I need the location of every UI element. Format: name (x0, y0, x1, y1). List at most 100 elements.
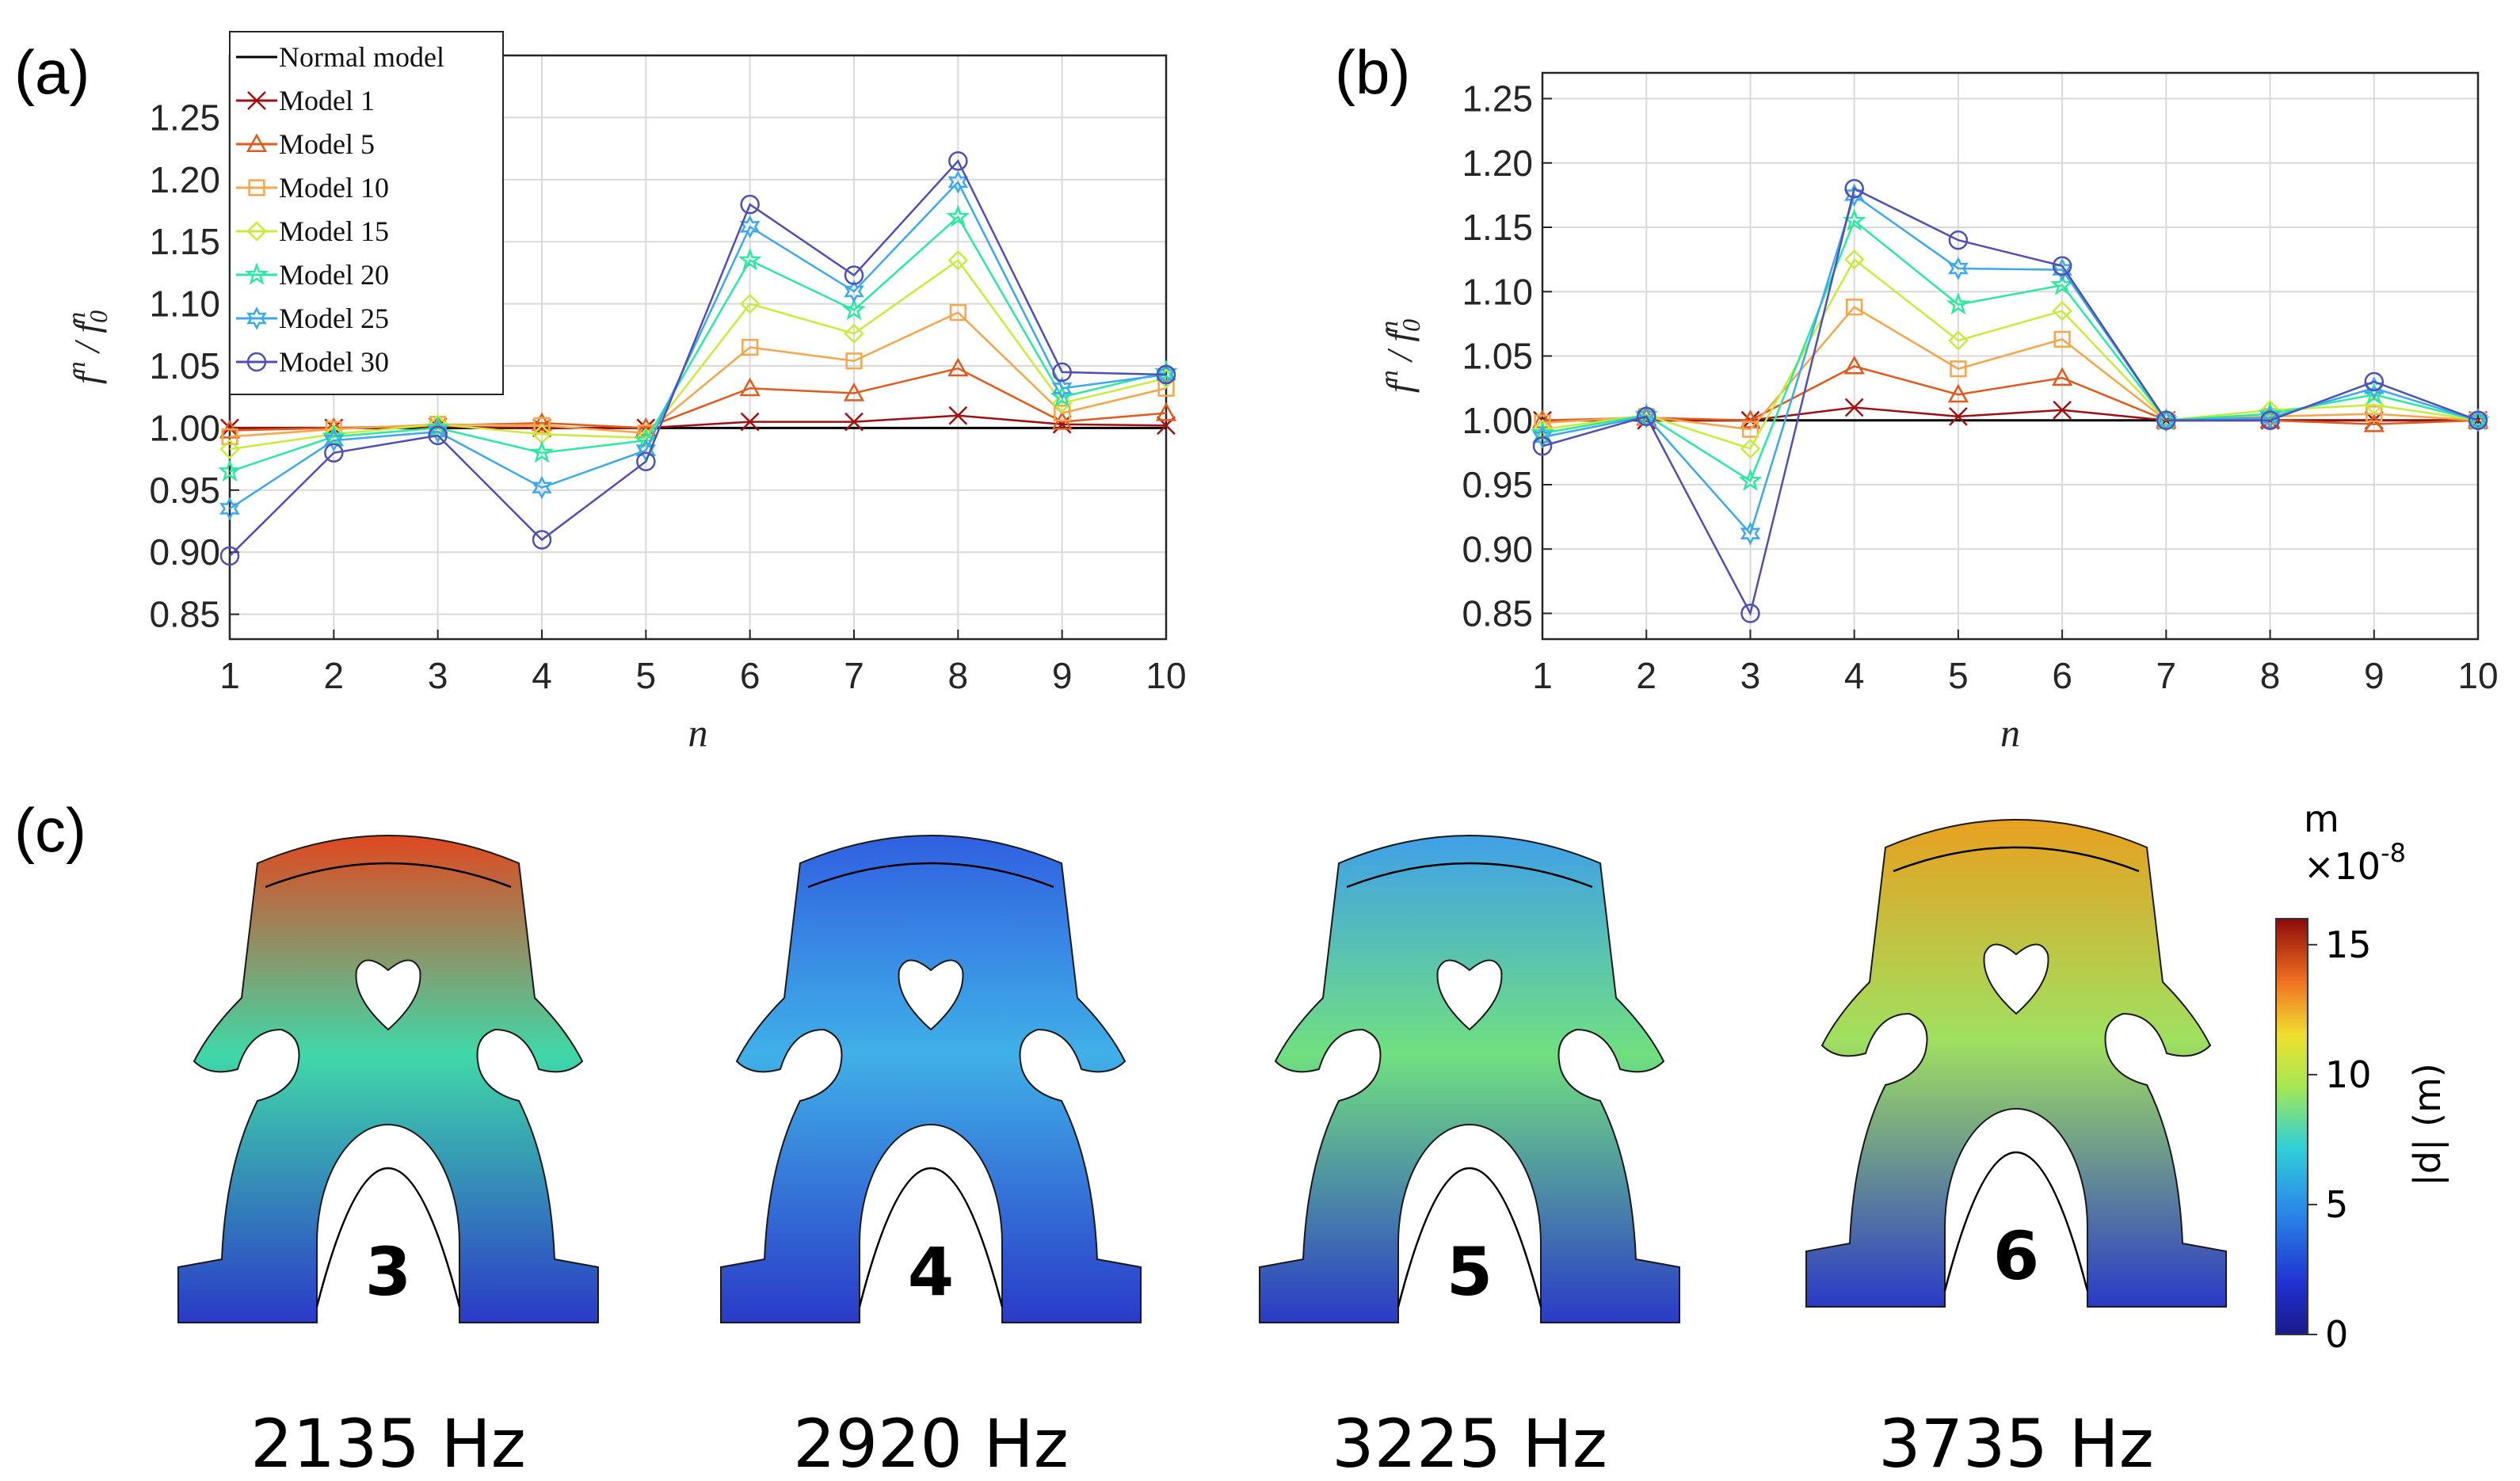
bridge-arch-outline (1943, 1151, 2089, 1292)
data-point (2366, 405, 2383, 423)
x-tick-label: 7 (2156, 655, 2177, 696)
colorbar-tick-label: 15 (2325, 923, 2372, 966)
data-point (949, 303, 966, 322)
y-tick-label: 0.90 (149, 531, 220, 573)
x-tick-label: 9 (2364, 655, 2385, 696)
data-point (2364, 371, 2385, 392)
bridge-mode-4: 4 2920 Hz (720, 835, 1142, 1481)
panel-label-c: (c) (14, 795, 86, 865)
data-point (2050, 272, 2075, 295)
y-tick-label: 1.25 (149, 97, 220, 138)
chart-b: 1 2 3 4 5 6 7 8 9 10 0.85 0.90 0.95 1.00 1.05 1.10 1.15 1… (1374, 71, 2499, 755)
data-point (221, 428, 238, 446)
data-point (947, 357, 969, 377)
data-point (946, 204, 970, 227)
data-point (1156, 364, 1176, 385)
chart-a: 1 2 3 4 5 6 7 8 9 10 0.85 0.90 0.95 1.00 1.05 1.10 1.15 1… (62, 54, 1187, 755)
bridge-body (1805, 819, 2227, 1308)
y-tick-label: 0.85 (1462, 593, 1533, 634)
bridge-undeformed-outline (265, 862, 512, 889)
panel-label-b: (b) (1335, 37, 1410, 107)
bridge-mode-3: 3 2135 Hz (177, 835, 599, 1481)
series-line (229, 159, 1167, 557)
data-point (1051, 376, 1073, 401)
data-point (219, 439, 240, 459)
data-point (740, 194, 760, 215)
x-tick-label: 2 (324, 655, 345, 696)
bridge-body (177, 835, 599, 1323)
series-model-25 (1532, 183, 2488, 546)
y-tick-label: 1.05 (149, 345, 220, 386)
y-tick-label: 0.85 (149, 594, 220, 635)
data-point (2053, 400, 2072, 420)
data-point (1532, 436, 1553, 456)
colorbar-unit: m (2304, 798, 2339, 840)
x-tick-label: 8 (948, 655, 969, 696)
data-point (1740, 603, 1760, 623)
data-point (2156, 410, 2176, 430)
data-point (635, 428, 657, 448)
data-point (636, 451, 656, 472)
data-point (1740, 438, 1761, 459)
series-line (1542, 306, 2479, 431)
y-tick-label: 0.95 (1462, 464, 1533, 505)
bridge-mode-5: 5 3225 Hz (1259, 835, 1680, 1481)
series-line (229, 259, 1167, 451)
data-point (739, 293, 761, 314)
data-point (635, 417, 657, 436)
x-tick-label: 3 (1740, 655, 1761, 696)
colorbar-tick-label: 5 (2325, 1183, 2348, 1226)
panel-label-a: (a) (14, 37, 90, 107)
legend-marker (247, 91, 266, 110)
y-tick-label: 1.10 (1462, 271, 1533, 312)
data-point (1740, 409, 1761, 428)
data-point (844, 280, 864, 303)
bridge-undeformed-outline (807, 862, 1054, 889)
y-tick-label: 1.05 (1462, 336, 1533, 377)
data-point (845, 352, 863, 370)
legend-box (229, 31, 504, 395)
data-point (1051, 393, 1073, 413)
x-axis-label: n (688, 710, 708, 755)
data-point (948, 405, 968, 425)
y-tick-label: 1.25 (1462, 78, 1533, 120)
y-tick-label: 1.20 (1462, 143, 1533, 184)
colorbar-scale: ×10-8 (2304, 838, 2406, 888)
data-point (533, 417, 551, 434)
data-point (844, 323, 864, 345)
y-axis-label: fn / f0n (62, 310, 112, 384)
series-line (229, 180, 1167, 510)
data-point (844, 265, 864, 285)
legend-label: Model 30 (279, 346, 389, 378)
x-tick-label: 6 (2052, 655, 2072, 696)
data-point (1950, 360, 1967, 378)
data-point (739, 215, 761, 239)
series-line (1542, 365, 2479, 425)
legend-label: Model 1 (279, 85, 375, 116)
x-tick-label: 1 (1532, 655, 1553, 696)
legend-label: Model 15 (279, 215, 389, 247)
data-point (532, 475, 552, 500)
series-line (229, 311, 1167, 438)
data-point (529, 440, 555, 463)
data-point (323, 428, 345, 452)
data-point (947, 249, 969, 271)
x-tick-label: 4 (1844, 655, 1865, 696)
data-point (1740, 521, 1761, 546)
mode-frequency: 3735 Hz (1878, 1405, 2154, 1481)
bridge-arch-outline (858, 1167, 1004, 1308)
x-tick-label: 4 (532, 655, 552, 696)
data-point (217, 459, 242, 482)
legend-marker (246, 221, 267, 242)
series-line (1542, 193, 2479, 536)
data-point (427, 420, 448, 444)
mode-number: 6 (1993, 1217, 2039, 1295)
x-axis-label: n (2000, 710, 2020, 755)
series-model-30 (1532, 179, 2488, 623)
data-point (948, 151, 968, 171)
bridge-body (1259, 835, 1680, 1323)
data-point (2051, 367, 2073, 386)
legend-label: Model 10 (279, 172, 389, 204)
legend: Normal model Model 1 Model 5 Model 10 Model … (229, 31, 504, 395)
colorbar-gradient (2275, 918, 2308, 1335)
